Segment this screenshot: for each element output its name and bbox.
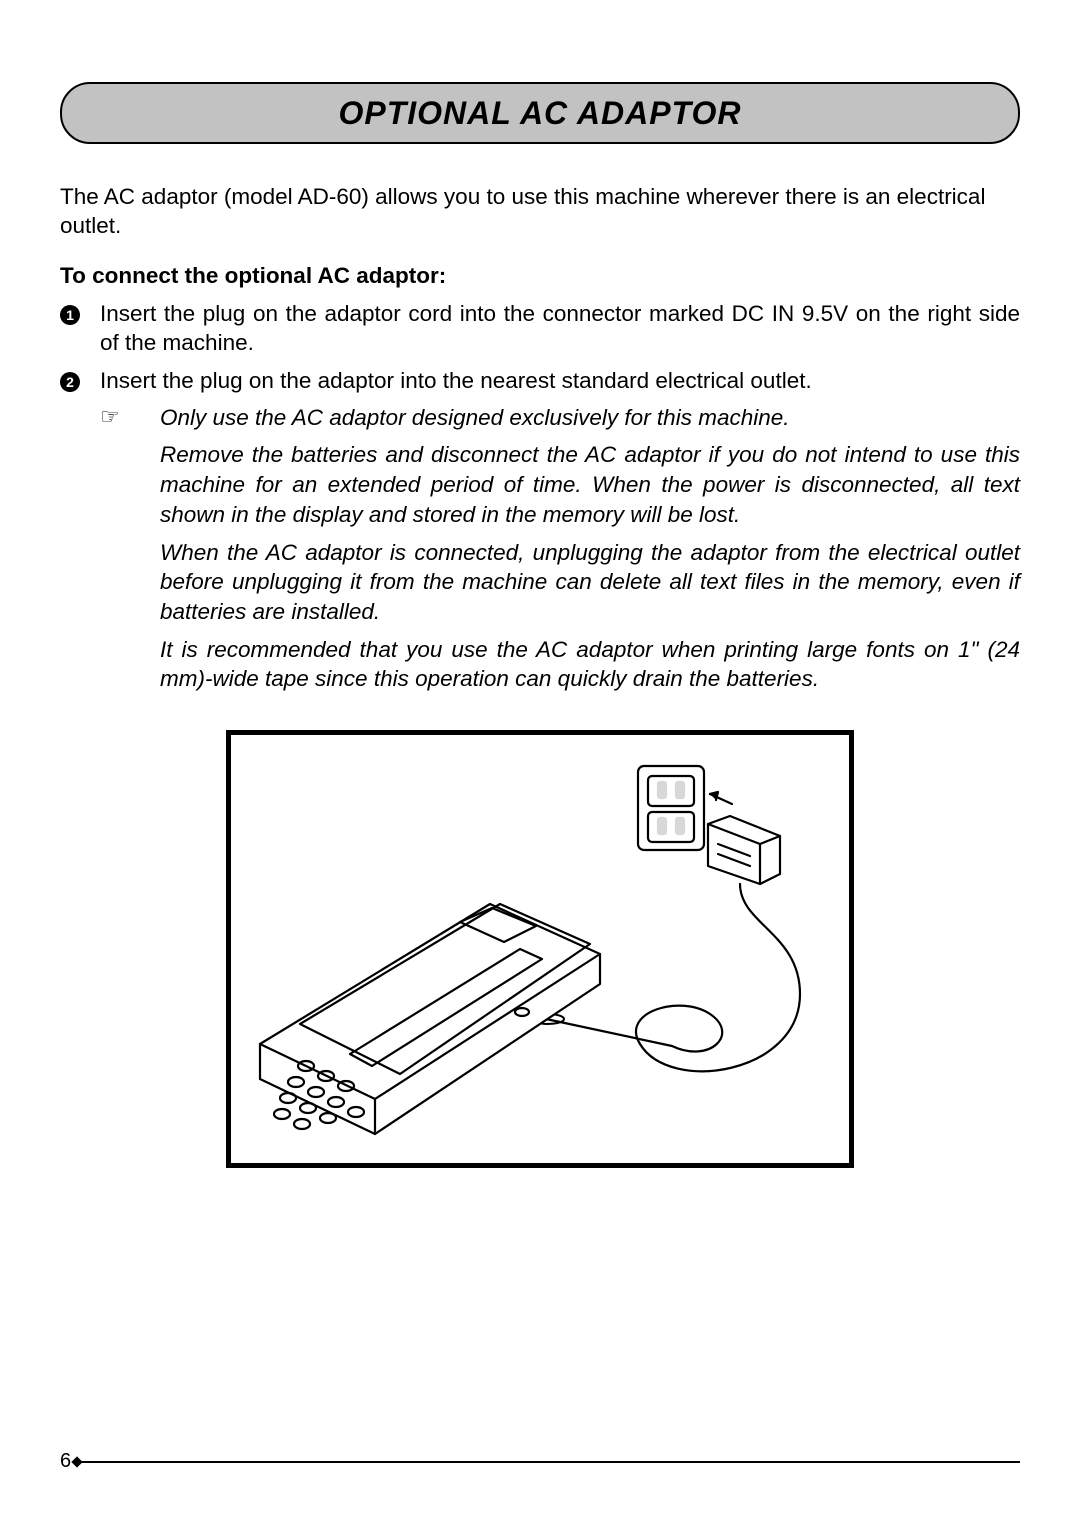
step-text: Insert the plug on the adaptor into the … (100, 366, 1020, 395)
step-number-icon: 2 (60, 366, 100, 394)
footer-rule (79, 1461, 1020, 1463)
note-block: ☞ Only use the AC adaptor designed exclu… (100, 403, 1020, 694)
step-text: Insert the plug on the adaptor cord into… (100, 299, 1020, 358)
note-text: Only use the AC adaptor designed exclusi… (160, 403, 1020, 433)
manual-page: OPTIONAL AC ADAPTOR The AC adaptor (mode… (0, 0, 1080, 1529)
procedure-heading: To connect the optional AC adaptor: (60, 263, 1020, 289)
note-text: It is recommended that you use the AC ad… (160, 635, 1020, 694)
illustration-frame (226, 730, 854, 1168)
step-1: 1 Insert the plug on the adaptor cord in… (60, 299, 1020, 358)
note-text: When the AC adaptor is connected, unplug… (160, 538, 1020, 627)
step-number-icon: 1 (60, 299, 100, 327)
page-number: 6 (60, 1450, 71, 1473)
pointing-hand-icon: ☞ (100, 403, 160, 432)
section-title: OPTIONAL AC ADAPTOR (338, 95, 741, 132)
section-title-banner: OPTIONAL AC ADAPTOR (60, 82, 1020, 144)
intro-paragraph: The AC adaptor (model AD-60) allows you … (60, 182, 1020, 241)
step-2: 2 Insert the plug on the adaptor into th… (60, 366, 1020, 395)
page-footer: 6 (60, 1450, 1020, 1473)
adaptor-illustration (240, 744, 840, 1154)
note-text: Remove the batteries and disconnect the … (160, 440, 1020, 529)
